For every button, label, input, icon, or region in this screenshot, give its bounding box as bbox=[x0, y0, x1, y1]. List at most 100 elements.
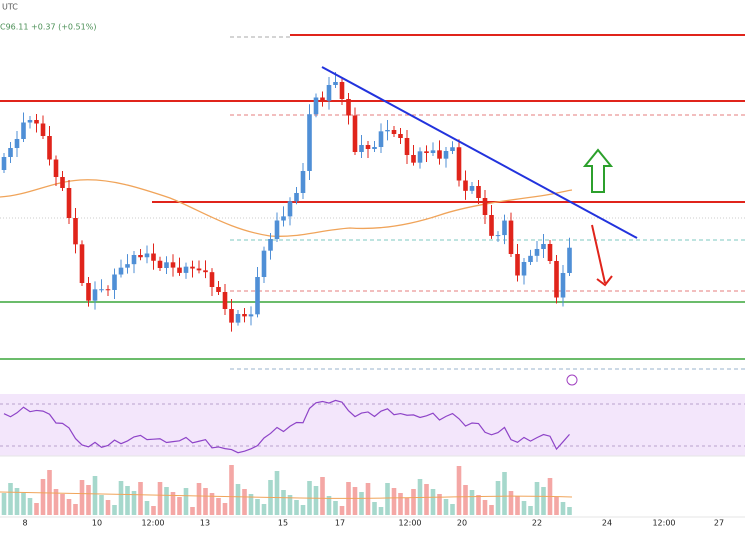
up-arrow bbox=[582, 148, 614, 193]
volume-bar bbox=[456, 466, 462, 515]
candle bbox=[469, 186, 475, 191]
x-axis-label: 17 bbox=[335, 519, 345, 528]
volume-bar bbox=[170, 492, 176, 515]
candle bbox=[307, 114, 312, 171]
candle bbox=[385, 130, 390, 132]
volume-bar bbox=[73, 504, 78, 515]
volume-bar bbox=[157, 482, 163, 515]
volume-bar bbox=[255, 499, 260, 515]
candle bbox=[391, 130, 397, 134]
rsi-panel bbox=[0, 394, 745, 456]
candle bbox=[482, 198, 488, 215]
volume-bar bbox=[60, 494, 65, 515]
volume-bar bbox=[235, 484, 241, 515]
volume-bar bbox=[476, 495, 481, 515]
volume-bar bbox=[437, 494, 442, 515]
candle bbox=[476, 186, 481, 198]
candle bbox=[398, 134, 403, 138]
volume-bar bbox=[196, 483, 202, 515]
candle bbox=[222, 292, 228, 309]
down-arrow bbox=[591, 224, 613, 287]
x-axis-label: 15 bbox=[278, 519, 288, 528]
candle bbox=[320, 97, 325, 101]
volume-bar bbox=[372, 502, 377, 515]
volume-bar bbox=[385, 483, 390, 515]
candle bbox=[14, 139, 20, 148]
candle bbox=[489, 215, 494, 236]
moving-average bbox=[0, 179, 573, 237]
candle bbox=[463, 180, 468, 191]
volume-bar bbox=[203, 488, 208, 515]
candle bbox=[190, 266, 195, 269]
quote: C96.11 +0.37 (+0.51%) bbox=[0, 23, 96, 32]
volume-bar bbox=[190, 507, 195, 515]
candle bbox=[177, 267, 182, 273]
candle bbox=[138, 255, 143, 258]
candle bbox=[27, 120, 33, 123]
candle bbox=[235, 314, 241, 323]
volume-bar bbox=[21, 493, 26, 515]
volume-bar bbox=[463, 485, 468, 515]
x-axis-label: 12:00 bbox=[398, 519, 421, 528]
volume-bar bbox=[313, 486, 319, 515]
candle bbox=[300, 171, 306, 193]
volume-bar bbox=[398, 493, 403, 515]
volume-bar bbox=[391, 488, 397, 515]
volume-bar bbox=[554, 497, 559, 515]
volume bbox=[0, 465, 573, 515]
volume-bar bbox=[216, 498, 221, 515]
candle bbox=[40, 123, 46, 136]
volume-bar bbox=[151, 506, 156, 515]
candle bbox=[502, 220, 507, 236]
candle bbox=[248, 314, 254, 317]
volume-bar bbox=[489, 505, 494, 515]
volume-bar bbox=[164, 487, 169, 515]
candle bbox=[60, 177, 65, 188]
x-axis-label: 27 bbox=[714, 519, 724, 528]
volume-bar bbox=[248, 494, 254, 515]
candle bbox=[268, 239, 273, 251]
volume-bar bbox=[261, 504, 267, 515]
candle bbox=[326, 85, 332, 101]
candle bbox=[313, 97, 319, 115]
volume-bar bbox=[521, 501, 527, 515]
volume-bar bbox=[333, 501, 338, 515]
candle bbox=[170, 262, 176, 268]
candle bbox=[294, 193, 299, 202]
volume-bar bbox=[528, 506, 533, 515]
candle bbox=[281, 216, 286, 221]
volume-bar bbox=[27, 498, 33, 515]
candle bbox=[203, 270, 208, 273]
candle bbox=[261, 250, 267, 277]
candle bbox=[495, 235, 501, 237]
candle bbox=[521, 262, 527, 276]
candle bbox=[73, 218, 78, 245]
candle bbox=[547, 244, 553, 261]
volume-bar bbox=[144, 501, 150, 515]
volume-bar bbox=[365, 483, 371, 515]
candle bbox=[450, 147, 455, 151]
candle bbox=[229, 309, 234, 323]
x-axis-label: 24 bbox=[602, 519, 612, 528]
candle bbox=[209, 272, 215, 287]
candle bbox=[560, 273, 566, 298]
candle bbox=[411, 155, 416, 163]
trendline bbox=[321, 66, 638, 239]
candle bbox=[92, 289, 98, 301]
candle bbox=[417, 151, 423, 163]
volume-bar bbox=[567, 507, 572, 515]
candle bbox=[339, 82, 345, 99]
volume-bar bbox=[118, 481, 124, 515]
volume-bar bbox=[112, 505, 117, 515]
candle bbox=[131, 255, 137, 265]
candle bbox=[8, 148, 13, 157]
volume-bar bbox=[40, 479, 46, 515]
volume-bar bbox=[515, 496, 520, 515]
volume-bar bbox=[242, 489, 247, 515]
event-icon bbox=[566, 374, 578, 386]
candle bbox=[53, 159, 59, 177]
candle bbox=[515, 254, 520, 276]
volume-bar bbox=[339, 506, 345, 515]
x-axis-label: 10 bbox=[92, 519, 102, 528]
